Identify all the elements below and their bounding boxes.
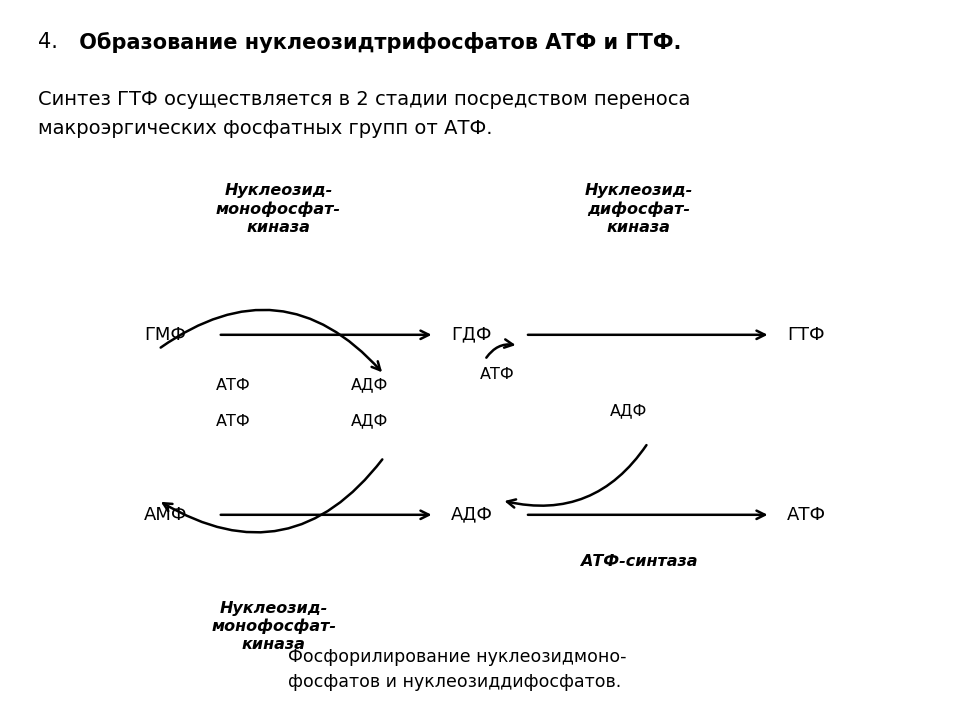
Text: АТФ: АТФ [480, 367, 515, 382]
Text: Фосфорилирование нуклеозидмоно-: Фосфорилирование нуклеозидмоно- [288, 648, 627, 666]
Text: фосфатов и нуклеозиддифосфатов.: фосфатов и нуклеозиддифосфатов. [288, 673, 621, 691]
Text: Образование нуклеозидтрифосфатов АТФ и ГТФ.: Образование нуклеозидтрифосфатов АТФ и Г… [72, 32, 682, 53]
Text: ГДФ: ГДФ [451, 325, 492, 343]
Text: ГМФ: ГМФ [144, 325, 186, 343]
Text: Нуклеозид-
дифосфат-
киназа: Нуклеозид- дифосфат- киназа [585, 183, 692, 235]
Text: ГТФ: ГТФ [787, 325, 825, 343]
Text: Синтез ГТФ осуществляется в 2 стадии посредством переноса: Синтез ГТФ осуществляется в 2 стадии пос… [38, 90, 691, 109]
Text: АДФ: АДФ [350, 378, 388, 392]
Text: АДФ: АДФ [610, 403, 647, 418]
Text: макроэргических фосфатных групп от АТФ.: макроэргических фосфатных групп от АТФ. [38, 119, 492, 138]
Text: АТФ: АТФ [216, 378, 251, 392]
Text: АМФ: АМФ [144, 505, 187, 524]
Text: 4.: 4. [38, 32, 59, 53]
Text: Нуклеозид-
монофосфат-
киназа: Нуклеозид- монофосфат- киназа [211, 600, 336, 652]
Text: АТФ-синтаза: АТФ-синтаза [580, 554, 697, 569]
Text: Нуклеозид-
монофосфат-
киназа: Нуклеозид- монофосфат- киназа [216, 183, 341, 235]
Text: АТФ: АТФ [216, 414, 251, 428]
Text: АДФ: АДФ [350, 414, 388, 428]
Text: АТФ: АТФ [787, 505, 827, 524]
Text: АДФ: АДФ [451, 505, 493, 524]
